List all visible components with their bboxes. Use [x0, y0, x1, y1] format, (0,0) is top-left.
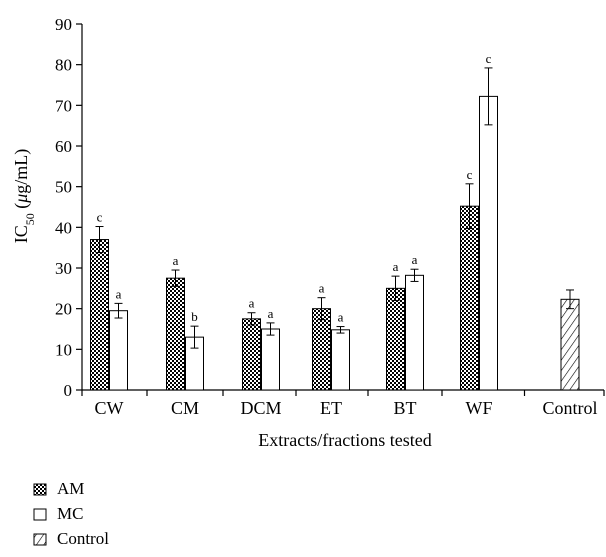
x-axis-title: Extracts/fractions tested — [258, 430, 431, 450]
significance-label: c — [97, 210, 103, 225]
x-tick-label: CM — [171, 398, 199, 418]
legend-swatch-mc — [33, 508, 47, 521]
legend: AM MC Control — [33, 479, 109, 548]
x-tick-label: DCM — [240, 398, 281, 418]
y-tick-label: 30 — [55, 259, 72, 278]
significance-label: c — [467, 167, 473, 182]
y-axis-title-paren: ( — [11, 203, 32, 214]
significance-label: a — [268, 306, 274, 321]
x-tick-label: WF — [466, 398, 493, 418]
x-tick-label: ET — [320, 398, 342, 418]
significance-label: a — [393, 259, 399, 274]
legend-label-mc: MC — [57, 504, 83, 523]
significance-label: a — [319, 281, 325, 296]
plot-area: 0 10 20 30 40 50 60 70 80 90 CW CM DCM ET BT WF Control c… — [55, 15, 605, 418]
bar-control-control — [560, 298, 580, 391]
significance-label: a — [338, 310, 344, 325]
legend-label-control: Control — [57, 529, 109, 548]
significance-label: a — [173, 253, 179, 268]
bar-mc-wf — [479, 95, 498, 391]
y-axis-title: IC50 (μg/mL) — [11, 149, 37, 244]
y-tick-label: 10 — [55, 340, 72, 359]
y-axis-title-subscript: 50 — [23, 213, 37, 225]
y-axis-title-unit: g/mL) — [11, 149, 32, 194]
bar-am-bt — [386, 287, 405, 391]
bar-am-dcm — [242, 318, 261, 391]
significance-label: a — [116, 286, 122, 301]
bar-am-wf — [460, 205, 479, 391]
bar-am-et — [312, 308, 331, 391]
y-axis-title-mu: μ — [11, 194, 31, 204]
bar-mc-cw — [109, 310, 128, 391]
bar-am-cw — [90, 239, 109, 391]
y-tick-label: 90 — [55, 15, 72, 34]
bar-mc-dcm — [261, 328, 280, 391]
significance-label: c — [486, 51, 492, 66]
x-tick-label: CW — [95, 398, 124, 418]
x-tick-label: BT — [393, 398, 416, 418]
y-tick-label: 50 — [55, 178, 72, 197]
y-tick-label: 80 — [55, 56, 72, 75]
y-tick-label: 0 — [64, 381, 73, 400]
legend-label-am: AM — [57, 479, 84, 498]
significance-label: a — [249, 296, 255, 311]
bar-am-cm — [166, 277, 185, 391]
legend-swatch-control — [33, 533, 47, 546]
bar-mc-bt — [405, 274, 424, 391]
legend-swatch-am — [33, 483, 47, 496]
x-tick-label: Control — [542, 398, 597, 418]
y-tick-label: 70 — [55, 96, 72, 115]
y-tick-label: 40 — [55, 218, 72, 237]
significance-label: a — [412, 252, 418, 267]
bar-mc-et — [331, 329, 350, 391]
y-tick-label: 20 — [55, 300, 72, 319]
significance-label: b — [191, 309, 198, 324]
y-tick-label: 60 — [55, 137, 72, 156]
y-axis-title-main: IC — [11, 225, 31, 243]
